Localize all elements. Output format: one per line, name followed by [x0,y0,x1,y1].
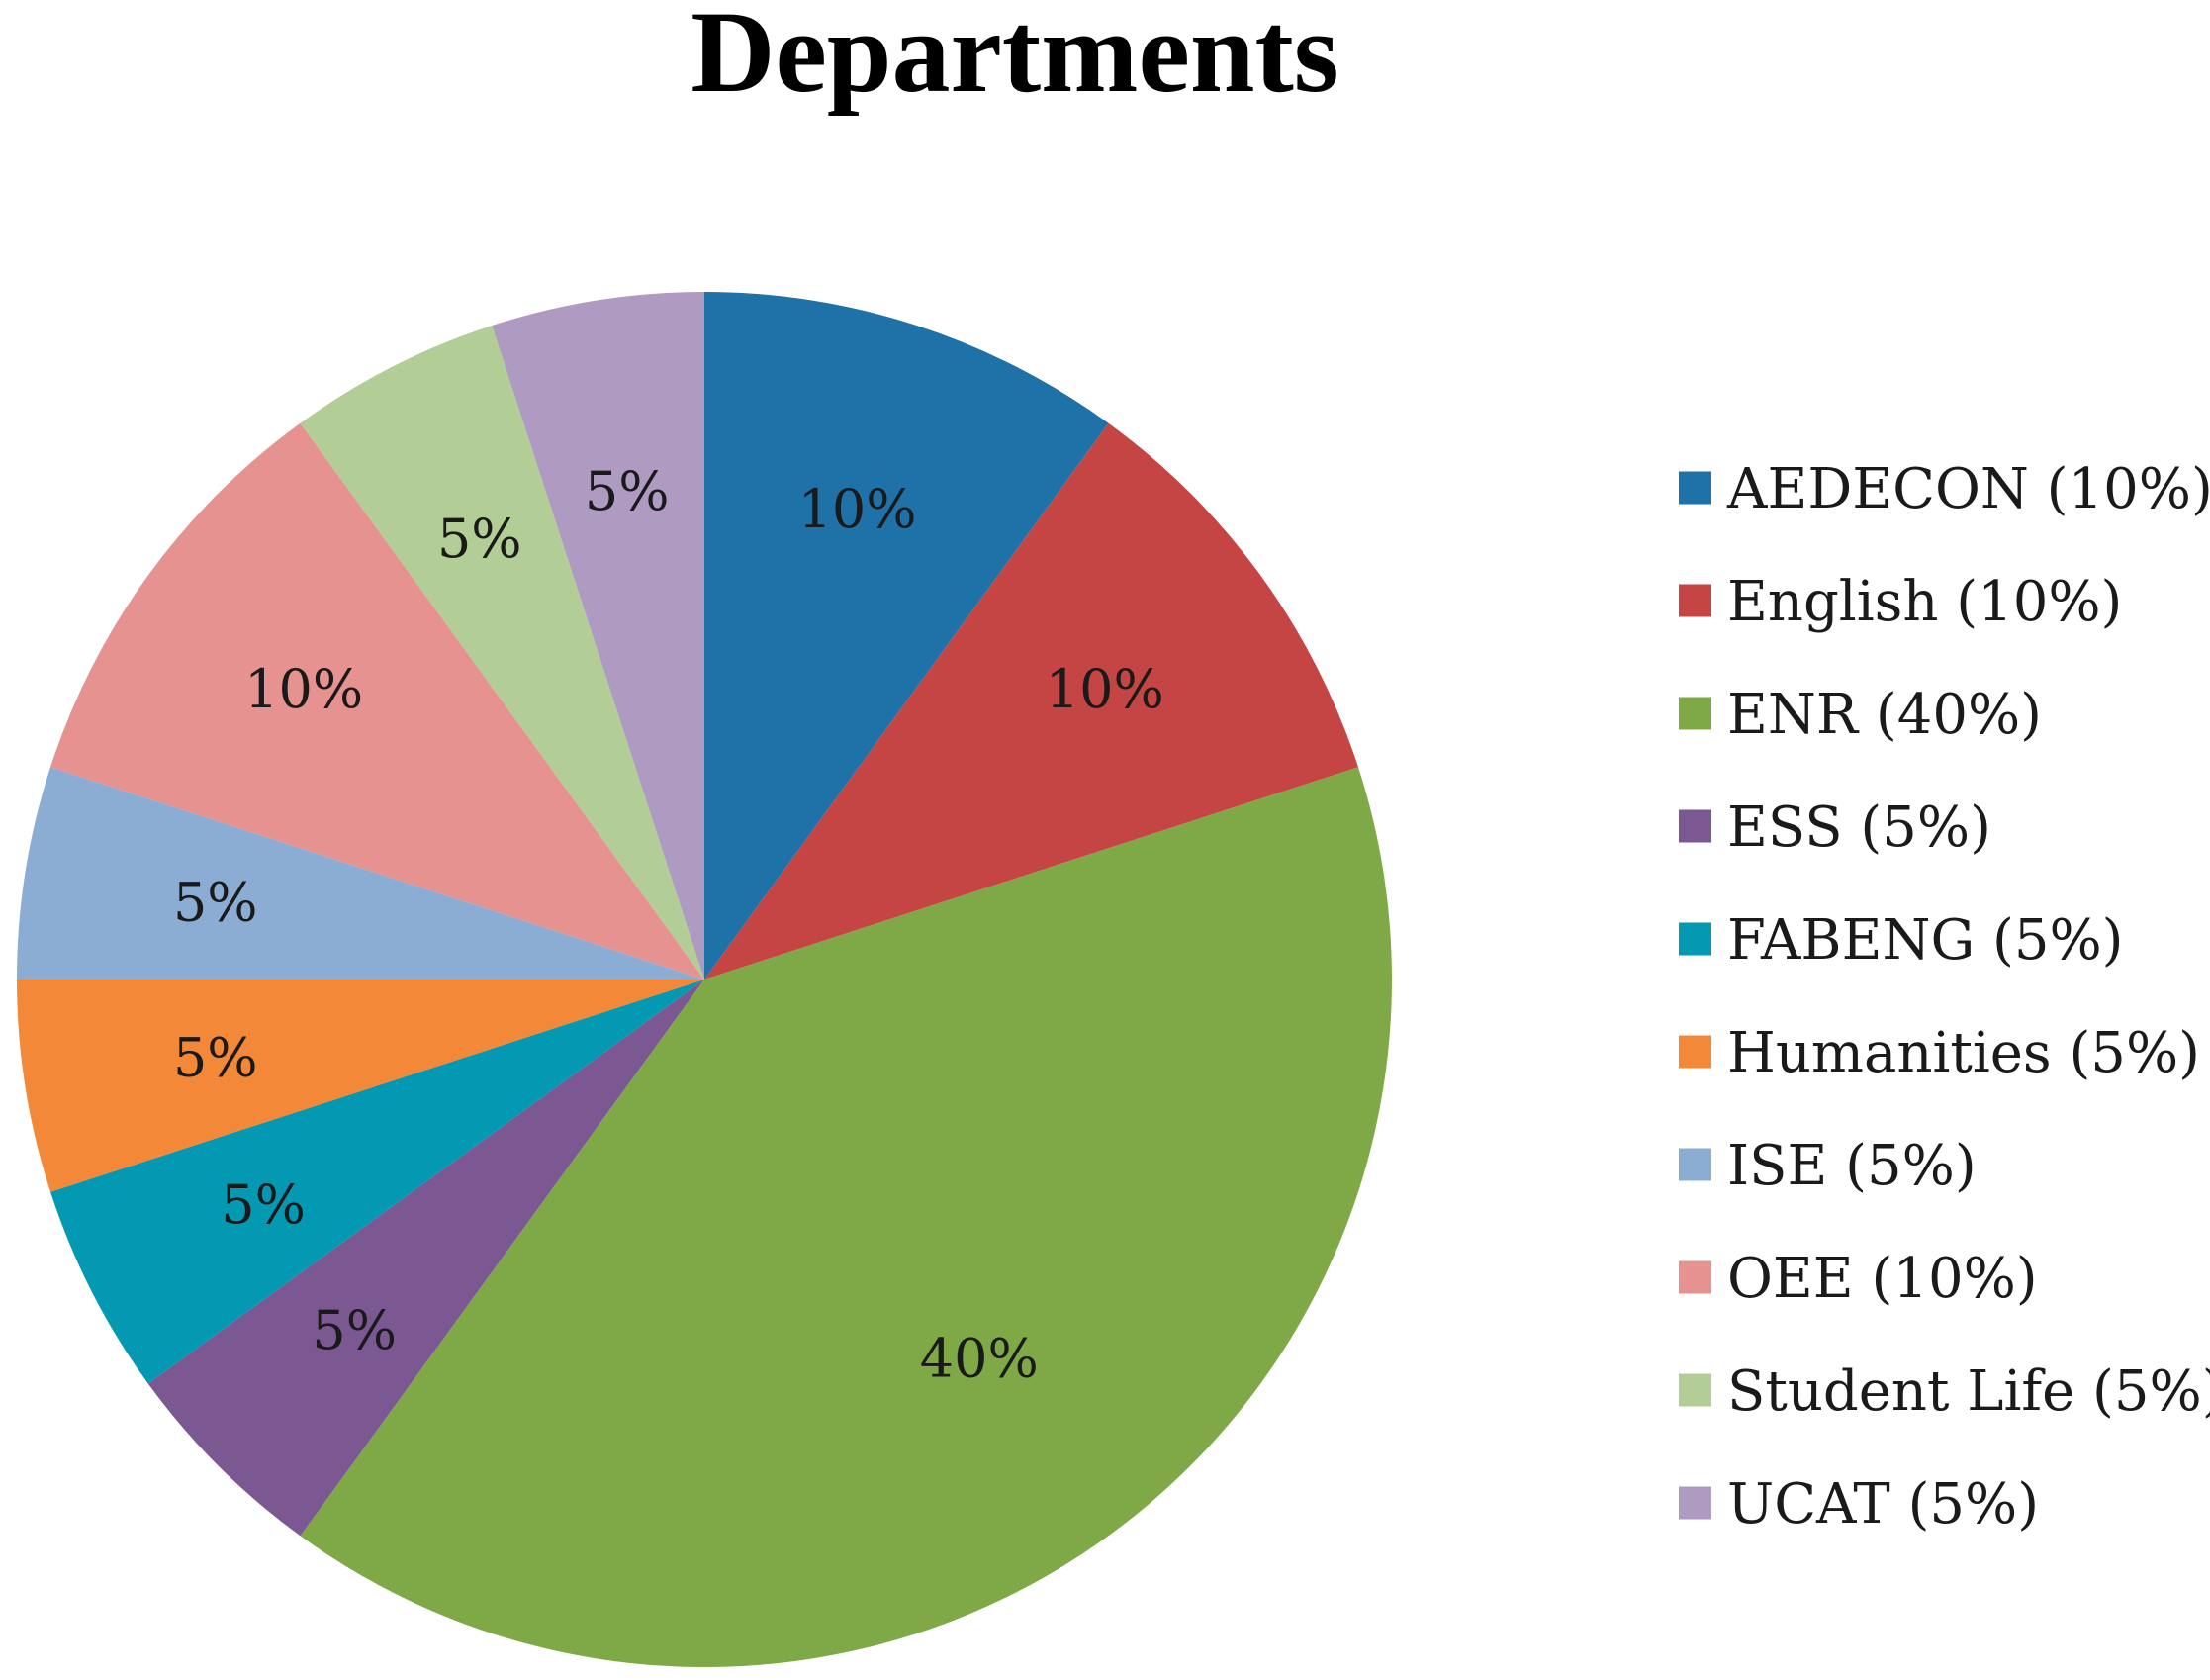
data-label-ise: 5% [173,872,258,934]
legend-label-enr: ENR (40%) [1727,683,2042,747]
pie-slice-humanities [17,980,704,1192]
legend-label-student-life: Student Life (5%) [1727,1359,2210,1424]
legend-label-fabeng: FABENG (5%) [1727,908,2124,973]
legend-label-oee: OEE (10%) [1727,1247,2038,1311]
data-label-oee: 10% [244,658,363,720]
pie-slice-ucat [492,292,704,980]
legend-swatch-aedecon [1679,471,1711,505]
legend-label-aedecon: AEDECON (10%) [1726,457,2210,521]
chart-title: Departments [691,0,1338,117]
data-label-enr: 40% [920,1327,1039,1389]
data-label-ucat: 5% [585,460,670,522]
legend-label-ise: ISE (5%) [1727,1134,1977,1198]
pie-slice-ise [17,767,704,980]
legend-swatch-ucat [1679,1486,1711,1520]
legend-label-ucat: UCAT (5%) [1727,1472,2039,1537]
data-label-aedecon: 10% [798,478,917,540]
pie-slice-oee [50,422,704,980]
legend-label-ess: ESS (5%) [1727,795,1991,860]
pie-slice-ess [147,980,705,1537]
pie-data-labels: 10% 10% 40% 5% 5% 5% 5% 10% 5% 5% [173,460,1164,1390]
legend-swatch-student-life [1679,1373,1711,1407]
legend: AEDECON (10%) English (10%) ENR (40%) ESS (… [1679,457,2210,1537]
legend-swatch-oee [1679,1260,1711,1294]
legend-swatch-humanities [1679,1035,1711,1069]
legend-swatch-fabeng [1679,922,1711,956]
pie-slice-enr [300,767,1392,1668]
data-label-ess: 5% [312,1299,397,1361]
pie-slice-student-life [300,326,704,980]
data-label-student-life: 5% [437,508,522,570]
pie-slice-fabeng [50,980,704,1384]
legend-swatch-ise [1679,1148,1711,1181]
pie-slice-english [704,422,1358,980]
legend-swatch-enr [1679,697,1711,730]
pie-slice-aedecon [704,291,1109,980]
legend-swatch-ess [1679,809,1711,843]
legend-label-humanities: Humanities (5%) [1727,1021,2200,1085]
legend-label-english: English (10%) [1727,570,2122,634]
data-label-english: 10% [1046,658,1164,720]
pie-slices [17,291,1392,1668]
data-label-fabeng: 5% [221,1173,306,1236]
legend-swatch-english [1679,584,1711,617]
data-label-humanities: 5% [173,1026,258,1088]
